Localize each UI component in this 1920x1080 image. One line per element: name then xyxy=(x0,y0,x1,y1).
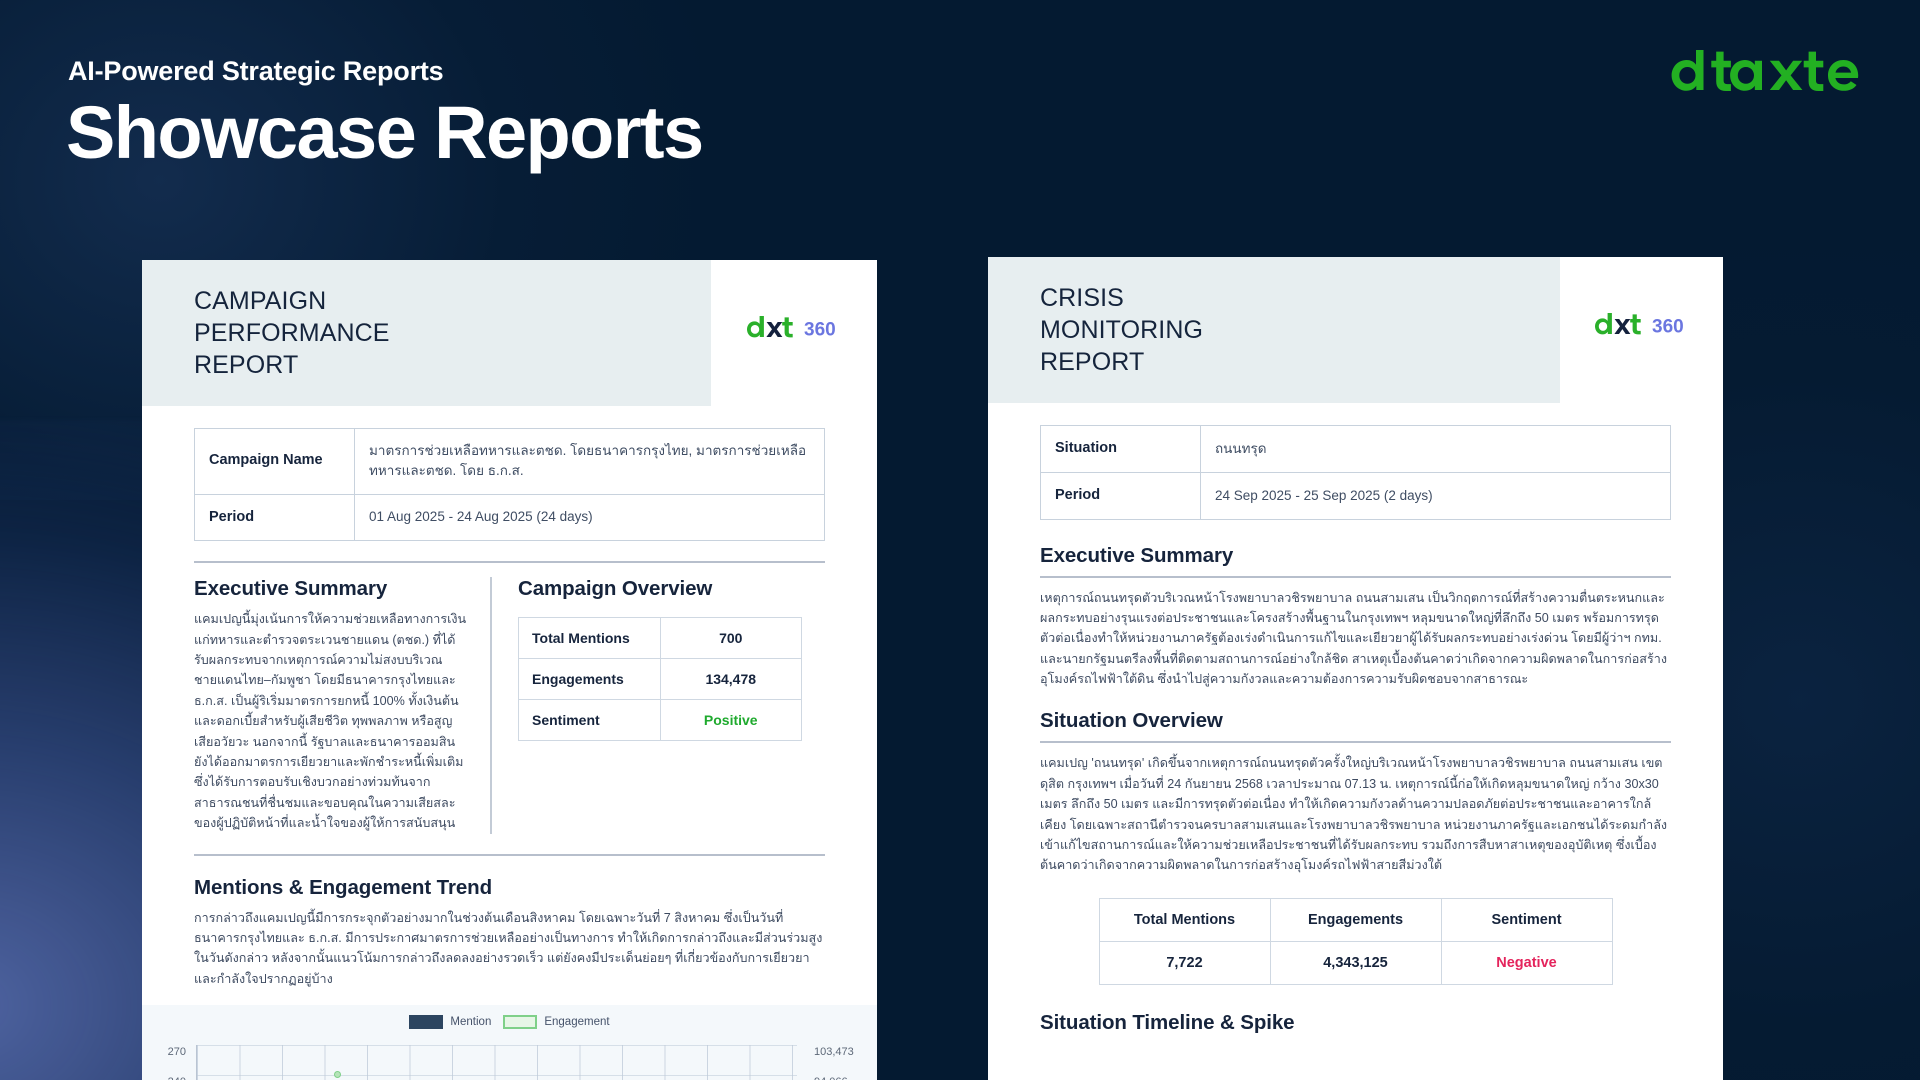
campaign-overview-heading: Campaign Overview xyxy=(518,577,713,601)
summary-overview-columns: Executive Summary แคมเปญนี้มุ่งเน้นการให… xyxy=(194,577,825,834)
legend-item-engagement: Engagement xyxy=(503,1015,610,1030)
report-header-logo-zone: 360 Dataxet Limited xyxy=(711,260,877,406)
metric-label: Engagements xyxy=(518,658,661,701)
executive-summary-section: Executive Summary เหตุการณ์ถนนทรุดตัวบริ… xyxy=(1040,544,1671,690)
sentiment-value: Negative xyxy=(1440,940,1613,985)
section-divider xyxy=(194,853,825,856)
mentions-engagement-trend-section: Mentions & Engagement Trend การกล่าวถึงแ… xyxy=(194,876,825,990)
table-row: Period 01 Aug 2025 - 24 Aug 2025 (24 day… xyxy=(194,493,825,542)
section-divider xyxy=(1040,575,1671,578)
info-value: 01 Aug 2025 - 24 Aug 2025 (24 days) xyxy=(354,493,825,542)
report-header-title: CRISIS MONITORING REPORT xyxy=(1040,284,1204,376)
section-divider xyxy=(194,561,825,564)
info-label: Campaign Name xyxy=(194,428,355,495)
column-header: Sentiment xyxy=(1440,897,1613,942)
executive-summary-text: เหตุการณ์ถนนทรุดตัวบริเวณหน้าโรงพยาบาลวช… xyxy=(1040,590,1667,687)
report-card-crisis-monitoring[interactable]: CRISIS MONITORING REPORT 360 Dataxet Lim… xyxy=(988,257,1723,1080)
axis-tick: 270 xyxy=(167,1046,186,1059)
metric-label: Total Mentions xyxy=(518,617,661,660)
dxt360-logo: 360 xyxy=(711,316,877,338)
report-card-campaign-performance[interactable]: CAMPAIGN PERFORMANCE REPORT 360 Dataxet … xyxy=(142,260,877,1080)
info-value: มาตรการช่วยเหลือทหารและตชด. โดยธนาคารกรุ… xyxy=(354,428,825,495)
metric-value-engagements: 4,343,125 xyxy=(1269,940,1442,985)
executive-summary-heading: Executive Summary xyxy=(1040,543,1234,567)
page-title: Showcase Reports xyxy=(66,91,704,174)
slide-eyebrow: AI-Powered Strategic Reports xyxy=(68,56,444,86)
sentiment-value: Positive xyxy=(659,699,802,742)
campaign-overview-column: Campaign Overview Total Mentions 700 Eng… xyxy=(490,577,802,834)
table-row: Period 24 Sep 2025 - 25 Sep 2025 (2 days… xyxy=(1040,471,1671,520)
table-header-row: Total Mentions Engagements Sentiment xyxy=(1098,897,1613,942)
executive-summary-heading: Executive Summary xyxy=(194,577,388,601)
column-header: Engagements xyxy=(1269,897,1442,942)
dxt360-logo-subtitle: Dataxet Limited xyxy=(759,372,829,382)
table-row: Sentiment Positive xyxy=(518,699,802,742)
axis-tick: 94,066 xyxy=(805,1067,877,1080)
table-row: 7,722 4,343,125 Negative xyxy=(1098,940,1613,985)
table-row: Total Mentions 700 xyxy=(518,617,802,660)
info-label: Period xyxy=(194,493,355,542)
situation-overview-text: แคมเปญ 'ถนนทรุด' เกิดขึ้นจากเหตุการณ์ถนน… xyxy=(1040,756,1668,873)
situation-info-table: Situation ถนนทรุด Period 24 Sep 2025 - 2… xyxy=(1040,425,1671,520)
legend-label-engagement: Engagement xyxy=(544,1016,610,1029)
chart-gridlines xyxy=(196,1045,797,1080)
legend-item-mention: Mention xyxy=(409,1015,492,1030)
chart-plot-area: 270 240 210 103,473 94,066 84,659 xyxy=(142,1037,877,1080)
legend-label-mention: Mention xyxy=(450,1016,492,1029)
mentions-engagement-chart[interactable]: Mention Engagement 270 240 210 103,473 9… xyxy=(142,1005,877,1080)
dxt360-logo: 360 xyxy=(1560,313,1723,335)
dataxet-logo xyxy=(1668,46,1864,100)
chart-point-engagement xyxy=(334,1071,341,1079)
slide-header: AI-Powered Strategic Reports Showcase Re… xyxy=(0,0,1920,230)
svg-text:360: 360 xyxy=(1652,317,1684,336)
section-divider xyxy=(1040,741,1671,744)
report-header-band: CAMPAIGN PERFORMANCE REPORT xyxy=(142,260,711,406)
situation-overview-heading: Situation Overview xyxy=(1040,709,1223,733)
campaign-info-table: Campaign Name มาตรการช่วยเหลือทหารและตชด… xyxy=(194,428,825,542)
metric-label: Sentiment xyxy=(518,699,661,742)
executive-summary-text: แคมเปญนี้มุ่งเน้นการให้ความช่วยเหลือทางก… xyxy=(194,612,467,831)
timeline-heading: Situation Timeline & Spike xyxy=(1040,1010,1295,1034)
column-header: Total Mentions xyxy=(1098,897,1271,942)
legend-swatch-engagement xyxy=(503,1015,538,1030)
report-header-logo-zone: 360 Dataxet Limited xyxy=(1560,257,1723,403)
legend-swatch-mention xyxy=(409,1015,444,1030)
campaign-overview-table: Total Mentions 700 Engagements 134,478 S… xyxy=(518,617,802,742)
chart-y-axis-right: 103,473 94,066 84,659 xyxy=(805,1037,877,1080)
info-value: 24 Sep 2025 - 25 Sep 2025 (2 days) xyxy=(1200,471,1671,520)
table-row: Engagements 134,478 xyxy=(518,658,802,701)
metric-value: 134,478 xyxy=(659,658,802,701)
svg-text:360: 360 xyxy=(804,320,836,339)
info-value: ถนนทรุด xyxy=(1200,425,1671,473)
situation-timeline-section: Situation Timeline & Spike xyxy=(1040,1011,1671,1035)
info-label: Situation xyxy=(1040,425,1201,473)
dxt360-logo-subtitle: Dataxet Limited xyxy=(1607,369,1676,379)
metric-value: 700 xyxy=(659,617,802,660)
situation-overview-section: Situation Overview แคมเปญ 'ถนนทรุด' เกิด… xyxy=(1040,709,1671,875)
table-row: Situation ถนนทรุด xyxy=(1040,425,1671,473)
axis-tick: 103,473 xyxy=(814,1046,854,1059)
situation-metrics-table: Total Mentions Engagements Sentiment 7,7… xyxy=(1098,897,1613,985)
report-header-title: CAMPAIGN PERFORMANCE REPORT xyxy=(194,287,390,379)
trend-text: การกล่าวถึงแคมเปญนี้มีการกระจุกตัวอย่างม… xyxy=(194,910,823,986)
report-header-band: CRISIS MONITORING REPORT xyxy=(988,257,1560,403)
report-body: Campaign Name มาตรการช่วยเหลือทหารและตชด… xyxy=(142,428,877,989)
axis-tick: 240 xyxy=(146,1067,186,1080)
chart-y-axis-left: 270 240 210 xyxy=(146,1037,186,1080)
report-body: Situation ถนนทรุด Period 24 Sep 2025 - 2… xyxy=(988,425,1723,1035)
metric-value-total-mentions: 7,722 xyxy=(1098,940,1271,985)
table-row: Campaign Name มาตรการช่วยเหลือทหารและตชด… xyxy=(194,428,825,495)
info-label: Period xyxy=(1040,471,1201,520)
chart-legend: Mention Engagement xyxy=(142,1005,877,1030)
trend-heading: Mentions & Engagement Trend xyxy=(194,875,492,899)
executive-summary-column: Executive Summary แคมเปญนี้มุ่งเน้นการให… xyxy=(194,577,490,833)
